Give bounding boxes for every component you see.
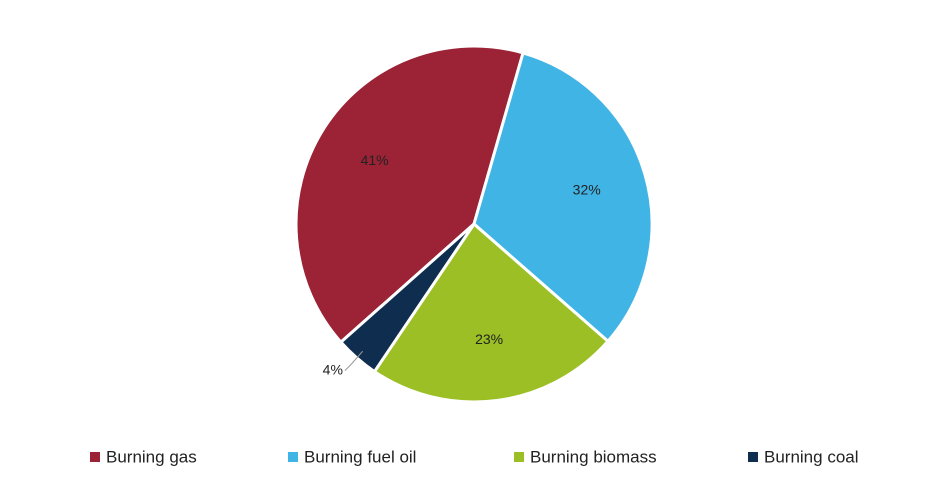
pie-slice <box>294 44 525 345</box>
data-label: 41% <box>361 152 389 168</box>
leader-line <box>344 350 363 371</box>
data-label: 23% <box>475 331 503 347</box>
legend-marker <box>514 452 524 462</box>
legend-label: Burning biomass <box>530 447 657 466</box>
data-label: 32% <box>573 182 601 198</box>
pie-slice <box>372 221 611 404</box>
legend-label: Burning coal <box>764 447 859 466</box>
legend-label: Burning gas <box>106 447 197 466</box>
pie-slice <box>472 51 654 344</box>
legend-marker <box>748 452 758 462</box>
legend-marker <box>90 452 100 462</box>
legend-label: Burning fuel oil <box>304 447 416 466</box>
legend-marker <box>288 452 298 462</box>
data-label: 4% <box>323 361 343 377</box>
